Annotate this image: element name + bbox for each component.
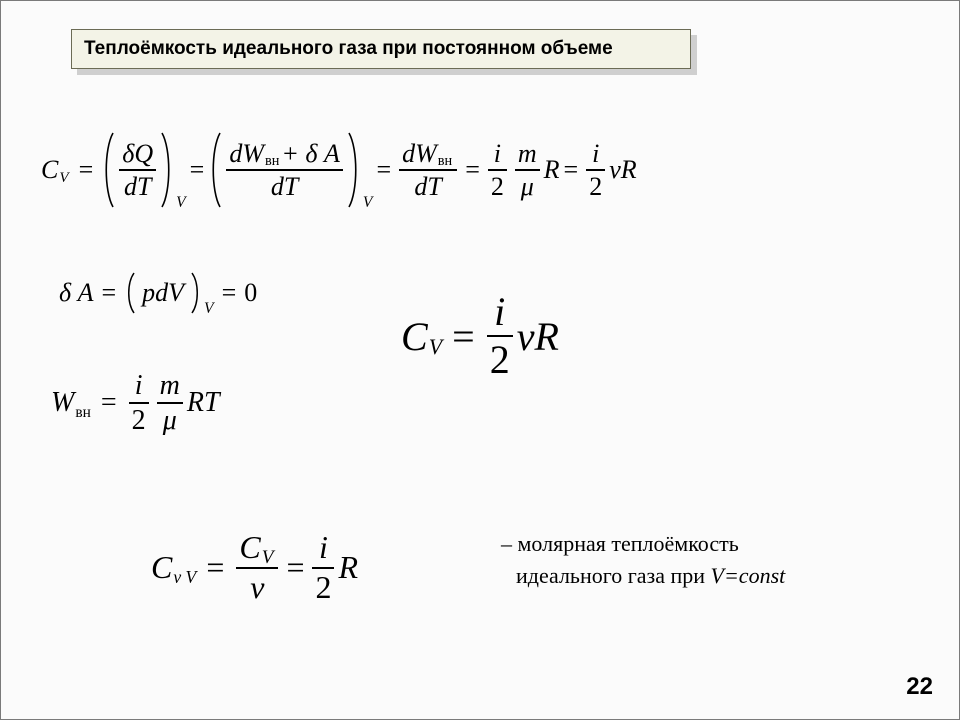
frac-dWvn-dT: dW вн dT [399,140,457,201]
slide: Теплоёмкость идеального газа при постоян… [0,0,960,720]
big-sub-V: V [429,334,442,360]
frac-i-2-a: i 2 [488,140,507,201]
big-C: C [401,313,428,360]
sub-V: V [59,170,68,187]
title-container: Теплоёмкость идеального газа при постоян… [71,29,691,69]
title-text: Теплоёмкость идеального газа при постоян… [84,38,613,60]
equation-molar-cv: C ν V = C V ν = i 2 R [151,531,358,604]
big-frac-i-2: i 2 [487,291,513,381]
note-line2: идеального газа при V=const [516,563,785,589]
frac-CV-nu: C V ν [236,531,278,604]
frac-m-mu-a: m μ [515,140,540,201]
frac-i-2-d: i 2 [312,531,334,604]
sym-C: C [41,155,58,185]
outer-sub-V-2: V [363,194,373,212]
tail-nuR: νR [609,155,636,185]
frac-i-2-c: i 2 [129,371,149,436]
zero: 0 [244,278,257,308]
paren-pdV: pdV V [124,271,213,315]
outer-sub-V-1: V [176,194,186,212]
equation-cv-derivation: C V = δQ dT V = dW вн + δ A [41,131,637,209]
dA-lhs: δ A [59,278,93,308]
sym-W: W [51,387,74,419]
big-tail: νR [517,313,559,360]
equation-cv-big: C V = i 2 νR [401,291,559,381]
equation-Wvn: W вн = i 2 m μ RT [51,371,220,436]
paren-term1: δQ dT V [101,131,185,209]
title-box: Теплоёмкость идеального газа при постоян… [71,29,691,69]
tail-RT: RT [187,387,220,419]
tail-R: R [544,155,560,185]
CnuV-sub: ν V [173,567,196,588]
frac-dQ-dT: δQ dT [119,140,156,201]
pdV: pdV [136,278,190,308]
note-line1: – молярная теплоёмкость [501,531,739,557]
frac-dW-dA-dT: dW вн + δ A dT [226,140,343,201]
tail-R2: R [338,549,358,586]
sub-vn: вн [75,404,91,422]
outer-sub-V-3: V [204,300,214,318]
frac-i-2-b: i 2 [586,140,605,201]
frac-m-mu-b: m μ [157,371,183,436]
CnuV-C: C [151,549,172,586]
page-number: 22 [906,673,933,701]
paren-term2: dW вн + δ A dT V [208,131,372,209]
equation-dA-zero: δ A = pdV V = 0 [59,271,257,315]
